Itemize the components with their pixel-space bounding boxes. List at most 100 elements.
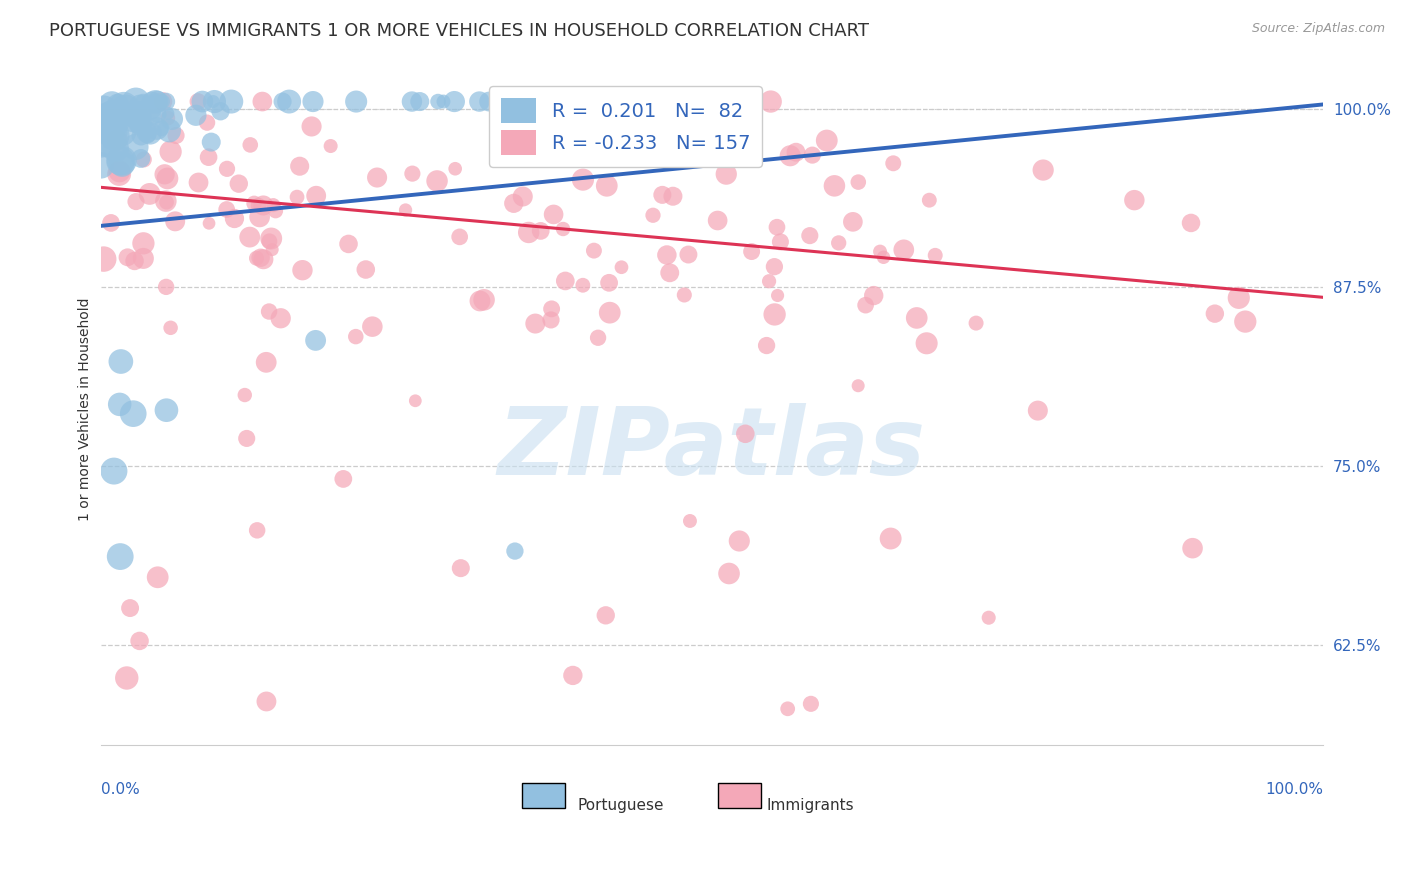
Point [427,95,450,109]
Point [215,202,238,217]
Point [468,293,491,308]
Point [503,544,526,558]
Point [478,95,501,109]
Point [239,230,262,244]
Point [132,95,155,109]
Point [132,153,155,167]
Point [104,142,127,156]
Point [517,226,540,240]
Point [401,167,423,181]
Point [197,150,219,164]
Point [124,140,146,154]
Point [91,112,114,126]
Point [108,108,131,122]
Point [800,697,823,711]
Point [235,432,257,446]
Point [543,207,565,221]
Point [124,254,146,268]
Point [139,102,162,116]
Point [239,137,262,152]
Point [129,116,152,130]
Point [718,566,741,581]
Point [104,109,127,123]
Point [139,126,162,140]
Point [150,121,173,136]
Point [256,694,278,708]
Point [98,121,121,136]
Point [766,220,789,235]
Point [111,157,134,171]
Point [224,211,246,226]
Point [93,102,115,116]
Point [160,112,183,126]
Point [915,336,938,351]
Y-axis label: 1 or more Vehicles in Household: 1 or more Vehicles in Household [79,297,93,521]
Point [673,288,696,302]
Point [354,262,377,277]
Point [156,111,179,125]
Point [734,426,756,441]
Point [129,129,152,144]
Point [758,274,780,288]
Point [763,308,786,322]
Point [1204,307,1226,321]
Point [678,247,700,261]
Point [215,161,238,176]
Point [595,608,617,623]
Point [139,108,162,122]
Point [655,248,678,262]
Point [156,171,179,186]
Point [540,313,562,327]
Point [98,106,121,120]
Point [165,128,187,143]
Point [572,278,595,293]
Point [96,121,118,136]
Point [759,95,782,109]
Point [706,213,728,227]
Point [651,187,673,202]
Point [502,196,524,211]
Legend: R =  0.201   N=  82, R = -0.233   N= 157: R = 0.201 N= 82, R = -0.233 N= 157 [489,86,762,167]
Point [155,195,177,210]
Point [155,95,177,109]
Point [432,95,454,109]
Point [132,252,155,266]
Point [799,228,821,243]
Point [319,139,342,153]
Point [122,112,145,126]
Point [426,174,449,188]
Point [103,122,125,136]
Point [846,175,869,189]
Point [499,129,522,144]
Point [270,311,292,326]
Point [243,196,266,211]
Point [1181,541,1204,556]
Point [264,203,287,218]
Point [776,702,799,716]
Point [128,634,150,648]
Point [108,397,131,411]
Point [187,176,209,190]
Point [135,126,157,140]
Point [111,124,134,138]
Point [801,148,824,162]
Point [271,95,294,109]
Point [129,152,152,166]
Point [444,161,467,176]
Point [94,124,117,138]
Point [146,95,169,109]
Point [524,317,547,331]
Point [152,95,174,109]
Text: Immigrants: Immigrants [766,798,855,814]
FancyBboxPatch shape [718,783,761,808]
Point [155,280,177,294]
Point [658,266,681,280]
Point [1026,403,1049,417]
Point [763,260,786,274]
Point [107,98,129,112]
Point [755,338,778,352]
FancyBboxPatch shape [523,783,565,808]
Point [204,95,226,109]
Point [252,252,274,267]
Point [132,110,155,124]
